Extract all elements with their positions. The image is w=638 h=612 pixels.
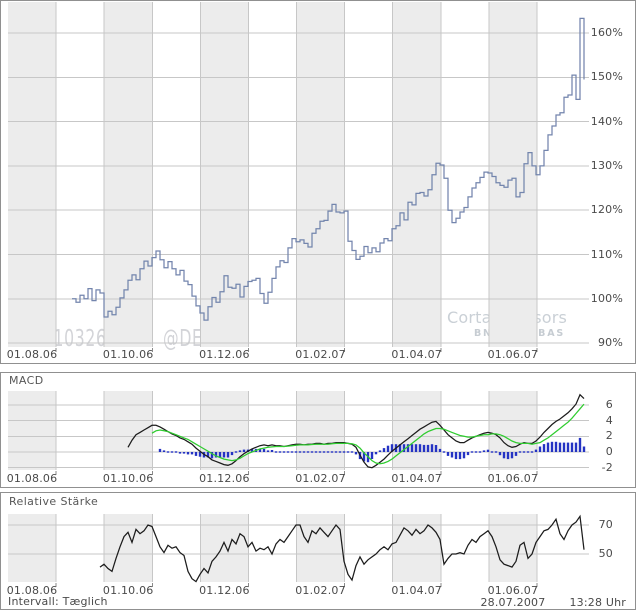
rs-panel-title: Relative Stärke	[9, 495, 99, 508]
exchange-suffix: @DE	[163, 326, 203, 352]
relative_strength-y-axis-label: 70	[598, 518, 613, 531]
macd-y-axis-label: 6	[605, 397, 613, 411]
macd-y-axis-label: 2	[605, 429, 613, 443]
price-y-axis-label: 100%	[590, 291, 623, 305]
brand-name: Cortal Consors	[447, 308, 568, 327]
x-axis-label: 01.12.06	[199, 348, 250, 361]
x-axis-label: 01.08.06	[6, 584, 58, 597]
macd-y-axis-label: 4	[605, 413, 613, 427]
price-y-axis-label: 90%	[597, 336, 623, 350]
x-axis-label: 01.10.06	[102, 584, 154, 597]
x-axis-label: 01.08.06	[6, 348, 58, 361]
timestamp: 28.07.2007 13:28 Uhr	[480, 596, 626, 609]
x-axis-label: 01.02.07	[295, 472, 346, 485]
x-axis-label: 01.06.07	[487, 584, 539, 597]
x-axis-label: 01.02.07	[295, 584, 346, 597]
price-y-axis-label: 160%	[590, 26, 623, 39]
x-axis-label: 01.06.07	[487, 348, 539, 361]
macd-y-axis-label: 0	[605, 445, 613, 458]
x-axis-label: 01.10.06	[102, 348, 154, 361]
x-axis-label: 01.06.07	[487, 472, 539, 485]
price-y-axis-label: 150%	[590, 70, 623, 84]
x-axis-label: 01.12.06	[199, 472, 250, 485]
macd-panel-title: MACD	[9, 374, 44, 387]
interval-label: Intervall: Tæglich	[8, 595, 108, 608]
x-axis-label: 01.04.07	[391, 584, 442, 597]
x-axis-label: 01.10.06	[102, 472, 154, 485]
brand-watermark: Cortal Consors BNP PARIBAS	[405, 308, 568, 348]
status-time: 13:28 Uhr	[569, 596, 626, 609]
x-axis-label: 01.04.07	[391, 472, 442, 485]
brand-text: Cortal Consors BNP PARIBAS	[447, 308, 568, 340]
price-y-axis-label: 120%	[590, 203, 623, 217]
x-axis-label: 01.02.07	[295, 348, 346, 361]
x-axis-label: 01.08.06	[6, 472, 58, 485]
price-y-axis-label: 130%	[590, 158, 623, 172]
macd-panel	[0, 372, 636, 488]
brand-logo-icon	[405, 309, 442, 348]
macd-y-axis-label: -2	[601, 460, 613, 474]
price-y-axis-label: 140%	[590, 114, 623, 128]
price-y-axis-label: 110%	[590, 247, 623, 261]
x-axis-label: 01.12.06	[199, 584, 250, 597]
relative_strength-y-axis-label: 50	[598, 547, 613, 560]
status-date: 28.07.2007	[480, 596, 546, 609]
x-axis-label: 01.04.07	[391, 348, 442, 361]
brand-subtitle: BNP PARIBAS	[474, 328, 565, 339]
